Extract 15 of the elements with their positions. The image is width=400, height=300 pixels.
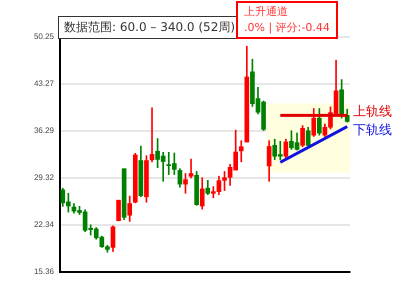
y-tick-label: 29.32 (34, 173, 55, 182)
text: .0% | 评分:-0.44 (244, 20, 330, 36)
candlestick (188, 158, 194, 178)
y-tick-label: 15.36 (34, 267, 55, 276)
y-tick-label: 36.29 (34, 126, 55, 136)
text: 数据范围: 60.0 – 340.0 (52周) (58, 16, 242, 39)
text: 上升通道 (244, 4, 289, 20)
series-label: 上轨线 (353, 104, 392, 120)
candlestick (150, 107, 154, 162)
candlestick (183, 173, 188, 194)
candlestick (222, 171, 227, 191)
y-tick-label: 22.34 (34, 220, 55, 230)
y-tick-label: 43.27 (34, 79, 55, 88)
y-tick-label: 50.25 (34, 32, 55, 42)
series-label: 下轨线 (353, 122, 392, 138)
